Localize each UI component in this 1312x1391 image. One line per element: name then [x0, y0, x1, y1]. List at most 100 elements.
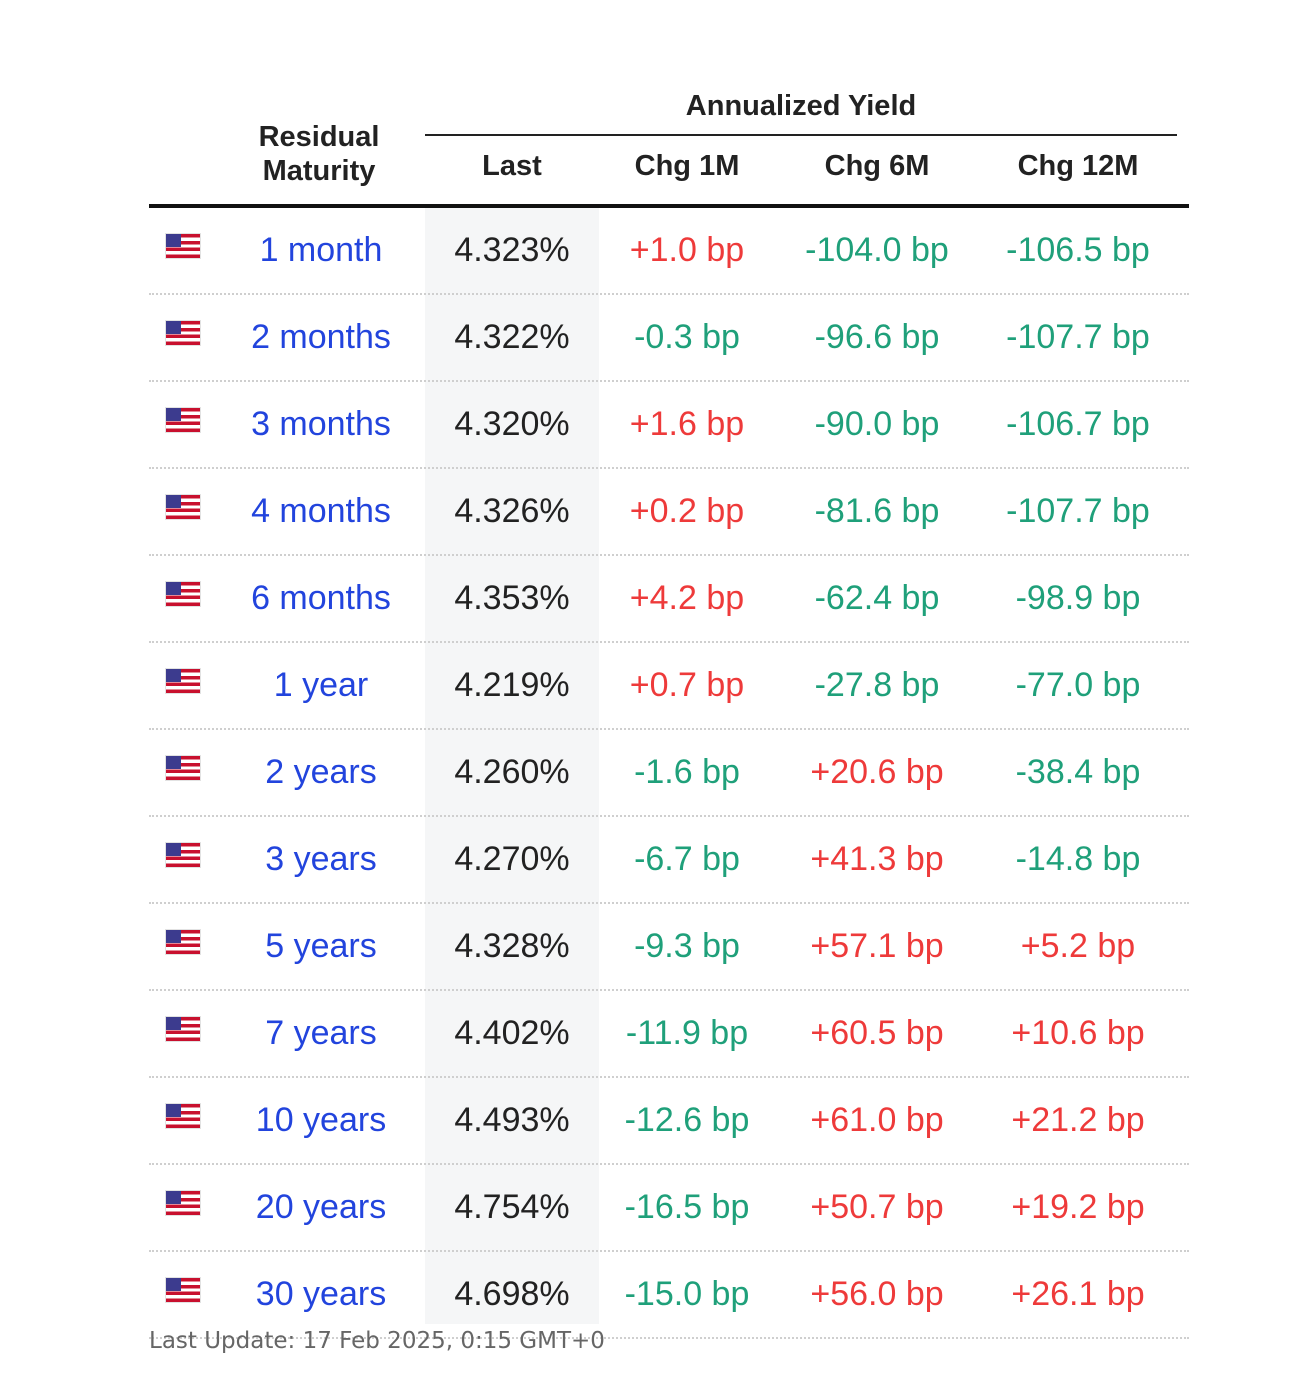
last-yield-value: 4.754%: [454, 1188, 570, 1226]
change-1m-value: +1.0 bp: [629, 231, 745, 269]
change-1m-value: +0.7 bp: [629, 666, 745, 704]
yield-table: Annualized Yield Residual Maturity Last …: [149, 84, 1189, 1339]
change-12m-value: -14.8 bp: [1015, 840, 1141, 878]
change-12m-value: -77.0 bp: [1015, 666, 1141, 704]
maturity-link[interactable]: 10 years: [255, 1101, 387, 1139]
us-flag-icon: [166, 233, 200, 258]
change-1m-value: +1.6 bp: [629, 405, 745, 443]
last-yield-value: 4.260%: [454, 753, 570, 791]
flag-cell: [149, 407, 217, 432]
change-6m-value: +20.6 bp: [810, 753, 944, 791]
us-flag-icon: [166, 407, 200, 432]
change-1m-value: -11.9 bp: [625, 1014, 749, 1052]
change-1m-value: +0.2 bp: [629, 492, 745, 530]
table-row: 2 months 4.322% -0.3 bp -96.6 bp -107.7 bp: [149, 295, 1189, 382]
change-12m-value: +5.2 bp: [1020, 927, 1136, 965]
us-flag-icon: [166, 1277, 200, 1302]
flag-cell: [149, 320, 217, 345]
change-6m-value: -27.8 bp: [814, 666, 940, 704]
table-row: 1 month 4.323% +1.0 bp -104.0 bp -106.5 bp: [149, 208, 1189, 295]
maturity-link[interactable]: 3 months: [251, 405, 391, 443]
flag-cell: [149, 1016, 217, 1041]
change-1m-value: -6.7 bp: [634, 840, 740, 878]
change-1m-value: -12.6 bp: [624, 1101, 750, 1139]
table-row: 3 months 4.320% +1.6 bp -90.0 bp -106.7 bp: [149, 382, 1189, 469]
flag-cell: [149, 1103, 217, 1128]
maturity-link[interactable]: 20 years: [255, 1188, 387, 1226]
change-12m-value: +21.2 bp: [1011, 1101, 1145, 1139]
last-yield-value: 4.698%: [454, 1275, 570, 1313]
flag-cell: [149, 581, 217, 606]
change-6m-value: +50.7 bp: [810, 1188, 944, 1226]
header-residual-maturity: Residual Maturity: [258, 121, 380, 187]
flag-cell: [149, 668, 217, 693]
table-row: 2 years 4.260% -1.6 bp +20.6 bp -38.4 bp: [149, 730, 1189, 817]
last-yield-value: 4.328%: [454, 927, 570, 965]
change-1m-value: -15.0 bp: [624, 1275, 750, 1313]
change-6m-value: +60.5 bp: [810, 1014, 944, 1052]
header-chg-1m: Chg 1M: [634, 150, 740, 182]
maturity-link[interactable]: 2 months: [251, 318, 391, 356]
last-yield-value: 4.402%: [454, 1014, 570, 1052]
flag-cell: [149, 842, 217, 867]
flag-cell: [149, 1190, 217, 1215]
last-yield-value: 4.326%: [454, 492, 570, 530]
last-yield-value: 4.322%: [454, 318, 570, 356]
change-6m-value: -81.6 bp: [814, 492, 940, 530]
table-row: 1 year 4.219% +0.7 bp -27.8 bp -77.0 bp: [149, 643, 1189, 730]
change-6m-value: +41.3 bp: [810, 840, 944, 878]
us-flag-icon: [166, 842, 200, 867]
header-last: Last: [482, 150, 542, 182]
last-yield-value: 4.323%: [454, 231, 570, 269]
table-row: 7 years 4.402% -11.9 bp +60.5 bp +10.6 bp: [149, 991, 1189, 1078]
maturity-link[interactable]: 4 months: [251, 492, 391, 530]
maturity-link[interactable]: 1 year: [273, 666, 369, 704]
us-flag-icon: [166, 494, 200, 519]
last-yield-value: 4.219%: [454, 666, 570, 704]
last-yield-value: 4.320%: [454, 405, 570, 443]
maturity-link[interactable]: 6 months: [251, 579, 391, 617]
table-header: Annualized Yield Residual Maturity Last …: [149, 84, 1189, 208]
flag-cell: [149, 929, 217, 954]
change-12m-value: -38.4 bp: [1015, 753, 1141, 791]
change-1m-value: -16.5 bp: [624, 1188, 750, 1226]
change-12m-value: -107.7 bp: [1006, 492, 1150, 530]
header-chg-6m: Chg 6M: [824, 150, 930, 182]
change-1m-value: -0.3 bp: [634, 318, 740, 356]
change-6m-value: -104.0 bp: [805, 231, 949, 269]
annualized-yield-group-header: Annualized Yield: [425, 84, 1177, 136]
us-flag-icon: [166, 755, 200, 780]
us-flag-icon: [166, 929, 200, 954]
header-chg-12m: Chg 12M: [1017, 150, 1139, 182]
maturity-link[interactable]: 5 years: [265, 927, 377, 965]
maturity-link[interactable]: 3 years: [265, 840, 377, 878]
last-yield-value: 4.493%: [454, 1101, 570, 1139]
flag-cell: [149, 755, 217, 780]
change-6m-value: -90.0 bp: [814, 405, 940, 443]
table-row: 6 months 4.353% +4.2 bp -62.4 bp -98.9 bp: [149, 556, 1189, 643]
change-1m-value: -9.3 bp: [634, 927, 740, 965]
maturity-link[interactable]: 2 years: [265, 753, 377, 791]
maturity-link[interactable]: 1 month: [259, 231, 383, 269]
table-body: 1 month 4.323% +1.0 bp -104.0 bp -106.5 bp 2 …: [149, 208, 1189, 1339]
change-12m-value: -106.5 bp: [1006, 231, 1150, 269]
table-row: 20 years 4.754% -16.5 bp +50.7 bp +19.2 bp: [149, 1165, 1189, 1252]
table-row: 4 months 4.326% +0.2 bp -81.6 bp -107.7 bp: [149, 469, 1189, 556]
change-6m-value: +57.1 bp: [810, 927, 944, 965]
table-row: 30 years 4.698% -15.0 bp +56.0 bp +26.1 bp: [149, 1252, 1189, 1339]
maturity-link[interactable]: 30 years: [255, 1275, 387, 1313]
maturity-link[interactable]: 7 years: [265, 1014, 377, 1052]
us-flag-icon: [166, 1190, 200, 1215]
table-row: 5 years 4.328% -9.3 bp +57.1 bp +5.2 bp: [149, 904, 1189, 991]
change-12m-value: +19.2 bp: [1011, 1188, 1145, 1226]
table-row: 3 years 4.270% -6.7 bp +41.3 bp -14.8 bp: [149, 817, 1189, 904]
table-row: 10 years 4.493% -12.6 bp +61.0 bp +21.2 bp: [149, 1078, 1189, 1165]
us-flag-icon: [166, 320, 200, 345]
change-6m-value: +61.0 bp: [810, 1101, 944, 1139]
us-flag-icon: [166, 581, 200, 606]
change-1m-value: +4.2 bp: [629, 579, 745, 617]
us-flag-icon: [166, 668, 200, 693]
last-yield-value: 4.353%: [454, 579, 570, 617]
last-column-background: [425, 208, 599, 1324]
change-12m-value: -98.9 bp: [1015, 579, 1141, 617]
